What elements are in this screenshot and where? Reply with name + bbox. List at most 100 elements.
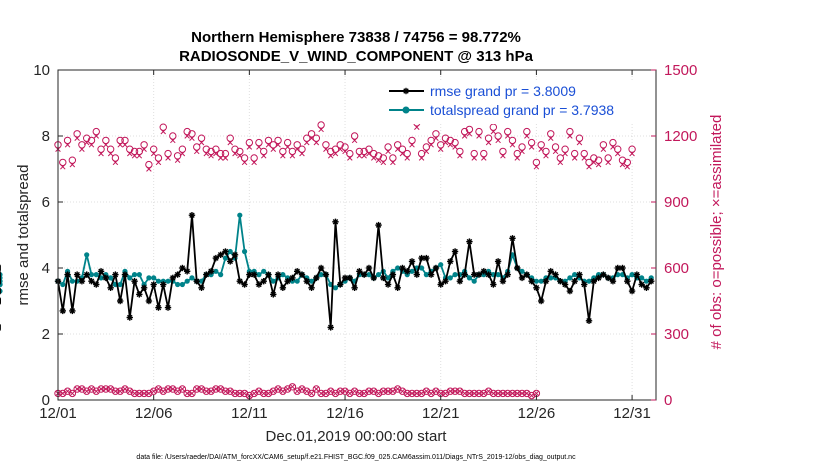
obs-assimilated-marker <box>476 133 482 139</box>
rmse-point <box>356 268 363 275</box>
obs-assimilated-marker <box>117 388 123 394</box>
obs-assimilated-marker <box>131 390 138 397</box>
obs-assimilated-marker <box>122 142 128 148</box>
rmse-point <box>279 284 287 291</box>
obs-possible-marker <box>293 141 301 149</box>
obs-assimilated-marker <box>284 144 291 150</box>
chart-title-line2: RADIOSONDE_V_WIND_COMPONENT @ 313 hPa <box>179 48 534 65</box>
obs-possible-marker <box>475 127 483 136</box>
rmse-point <box>289 274 296 282</box>
obs-possible-marker <box>470 389 478 398</box>
rmse-point <box>317 264 325 272</box>
obs-possible-marker <box>470 149 478 158</box>
obs-assimilated-marker <box>361 153 367 159</box>
rmse-point <box>648 278 655 285</box>
y-axis-right-ticks: 0 300 600 900 1200 1500 <box>651 62 697 409</box>
obs-possible-marker <box>532 158 541 167</box>
rmse-point <box>112 271 119 278</box>
rmse-point <box>604 274 612 282</box>
legend-box <box>386 80 653 124</box>
totalspread-point <box>213 268 219 274</box>
obs-assimilated-marker <box>485 388 492 394</box>
rmse-point <box>69 307 76 315</box>
obs-possible-marker <box>475 389 483 398</box>
obs-assimilated-marker <box>323 390 329 397</box>
obs-assimilated-marker <box>409 142 415 148</box>
rmse-point <box>73 271 81 278</box>
obs-possible-marker <box>159 123 167 131</box>
obs-assimilated-marker <box>308 390 315 397</box>
obs-assimilated-marker <box>141 390 147 397</box>
obs-assimilated-marker <box>428 390 434 397</box>
obs-assimilated-marker <box>174 388 181 394</box>
obs-assimilated-marker <box>433 135 439 141</box>
totalspread-point <box>108 275 114 281</box>
obs-assimilated-marker <box>64 142 71 148</box>
obs-assimilated-marker <box>227 139 233 146</box>
rmse-point <box>198 284 205 291</box>
rmse-point <box>523 271 531 278</box>
rmse-point <box>136 291 143 298</box>
totalspread-point <box>438 262 444 268</box>
obs-assimilated-marker <box>260 153 267 159</box>
rmse-point <box>203 271 210 278</box>
obs-assimilated-marker <box>447 142 454 148</box>
obs-assimilated-marker <box>567 133 573 139</box>
rmse-point <box>116 297 124 305</box>
totalspread-point <box>385 275 391 281</box>
obs-assimilated-marker <box>251 159 257 166</box>
obs-assimilated-marker <box>380 159 387 166</box>
rmse-point <box>327 324 334 331</box>
obs-possible-marker <box>413 389 421 398</box>
totalspread-point <box>218 272 224 278</box>
obs-assimilated-marker <box>270 146 277 152</box>
obs-possible-marker <box>255 138 263 147</box>
rmse-point <box>643 284 650 291</box>
rmse-point <box>250 271 258 278</box>
obs-possible-marker <box>68 156 77 164</box>
rmse-point <box>193 278 200 285</box>
rmse-point <box>313 274 320 282</box>
obs-assimilated-marker <box>232 150 238 157</box>
obs-assimilated-marker <box>342 388 348 394</box>
rmse-point <box>145 297 153 305</box>
obs-assimilated-marker <box>404 155 410 161</box>
obs-possible-marker <box>441 134 450 142</box>
obs-assimilated-marker <box>213 150 219 157</box>
legend-rmse-marker <box>402 87 410 95</box>
obs-assimilated-marker <box>471 390 477 397</box>
obs-possible-marker <box>494 389 502 398</box>
rmse-point <box>389 271 397 278</box>
rmse-point <box>78 278 86 285</box>
rmse-point <box>576 271 583 278</box>
rmse-point <box>298 271 306 278</box>
obs-assimilated-marker <box>241 159 248 166</box>
obs-assimilated-marker <box>418 390 425 397</box>
obs-possible-marker <box>599 141 608 149</box>
rmse-point <box>533 284 540 291</box>
obs-assimilated-marker <box>136 153 143 159</box>
obs-assimilated-marker <box>332 390 339 397</box>
rmse-point <box>308 284 315 291</box>
obs-possible-marker <box>283 138 292 147</box>
totalspread-point <box>294 278 300 284</box>
rmse-point <box>547 268 554 275</box>
obs-assimilated-marker <box>533 164 540 170</box>
obs-assimilated-marker <box>327 153 334 159</box>
rmse-point <box>451 248 459 255</box>
obs-assimilated-marker <box>193 148 200 155</box>
rmse-point <box>600 271 607 278</box>
y-right-tick-label: 300 <box>664 326 689 343</box>
rmse-point <box>126 314 133 321</box>
obs-possible-marker <box>73 130 81 138</box>
rmse-point <box>638 281 645 288</box>
obs-possible-marker <box>503 127 512 136</box>
rmse-point <box>351 284 358 291</box>
rmse-point <box>566 287 574 295</box>
totalspread-point <box>533 278 540 284</box>
obs-possible-marker <box>106 145 115 153</box>
obs-assimilated-marker <box>189 390 195 397</box>
obs-assimilated-marker <box>552 148 559 155</box>
rmse-point <box>222 248 229 255</box>
